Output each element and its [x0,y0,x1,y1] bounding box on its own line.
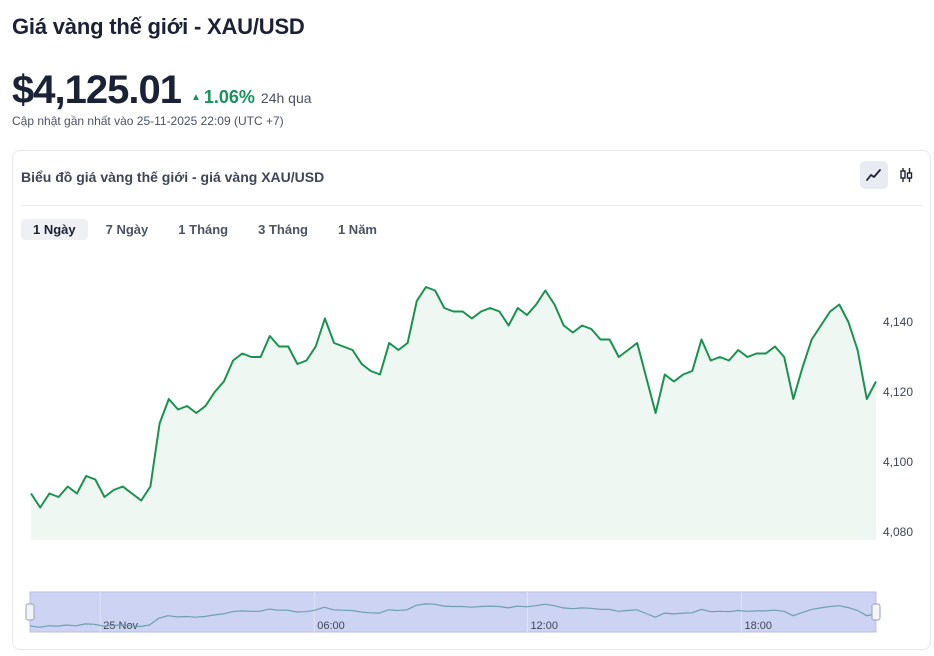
candlestick-icon [900,168,913,182]
line-chart-icon [866,169,881,181]
chart-card: Biểu đồ giá vàng thế giới - giá vàng XAU… [12,150,931,650]
navigator-time-label: 18:00 [744,620,772,632]
navigator-right-handle[interactable] [871,603,881,621]
up-triangle-icon: ▲ [190,92,201,103]
line-chart-button[interactable] [860,161,888,189]
divider [21,205,922,206]
navigator-time-label: 12:00 [530,620,558,632]
tab-1-month[interactable]: 1 Tháng [178,222,229,237]
change-period: 24h qua [260,90,312,106]
navigator-time-label: 06:00 [317,620,345,632]
tab-7-days[interactable]: 7 Ngày [105,222,149,237]
price-row: $4,125.01 ▲ 1.06% 24h qua [12,68,312,113]
tab-1-year[interactable]: 1 Năm [337,222,377,237]
navigator-time-label: 25 Nov [103,620,138,632]
navigator[interactable]: 25 Nov 06:00 12:00 18:00 [25,591,881,633]
page-title: Giá vàng thế giới - XAU/USD [12,14,305,39]
range-tabs: 1 Ngày 7 Ngày 1 Tháng 3 Tháng 1 Năm [21,219,389,240]
candlestick-button[interactable] [892,161,920,189]
current-price: $4,125.01 [12,68,182,112]
navigator-series [29,603,877,628]
last-updated: Cập nhật gần nhất vào 25-11-2025 22:09 (… [12,114,284,128]
chart-type-toggle [860,161,920,189]
chart-title: Biểu đồ giá vàng thế giới - giá vàng XAU… [21,169,325,185]
navigator-left-handle[interactable] [25,603,35,621]
change-percent: 1.06% [203,87,255,107]
tab-3-months[interactable]: 3 Tháng [258,222,308,237]
price-change: ▲ 1.06% 24h qua [191,87,312,108]
tab-1-day[interactable]: 1 Ngày [21,219,88,240]
